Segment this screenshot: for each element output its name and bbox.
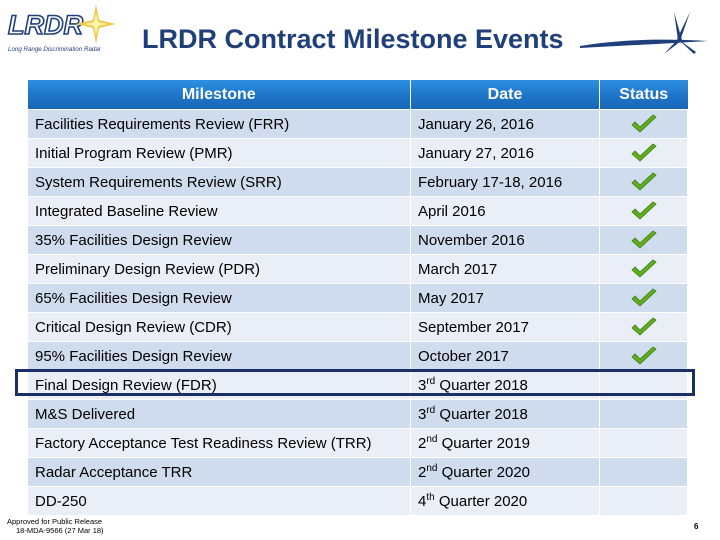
date-cell: October 2017 [410,341,600,371]
milestone-cell: Factory Acceptance Test Readiness Review… [27,428,411,458]
date-number: 4 [418,492,427,510]
table-row: System Requirements Review (SRR) Februar… [27,167,688,197]
date-ordinal: rd [426,404,436,416]
checkmark-icon [630,201,657,220]
table-row: 65% Facilities Design Review May 2017 [27,283,688,313]
column-header-milestone: Milestone [27,80,411,110]
table-row: Preliminary Design Review (PDR) March 20… [27,254,688,284]
lockheed-star-icon [580,12,708,54]
date-number: 2 [418,434,427,452]
milestone-cell: Radar Acceptance TRR [27,457,411,487]
milestone-cell: Integrated Baseline Review [27,196,411,226]
checkmark-icon [630,259,657,278]
table-row: Initial Program Review (PMR) January 27,… [27,138,688,168]
date-number: 2 [418,463,427,481]
table-row: 95% Facilities Design Review October 201… [27,341,688,371]
table-row: M&S Delivered 3rd Quarter 2018 [27,399,688,429]
table-row: Facilities Requirements Review (FRR) Jan… [27,109,688,139]
date-cell: April 2016 [410,196,600,226]
checkmark-icon [630,317,657,336]
status-cell [599,283,688,313]
status-cell [599,428,688,458]
milestone-cell: 35% Facilities Design Review [27,225,411,255]
date-number: 3 [418,405,427,423]
date-rest: Quarter 2020 [434,492,528,510]
status-cell [599,196,688,226]
table-row: Radar Acceptance TRR 2nd Quarter 2020 [27,457,688,487]
checkmark-icon [630,172,657,191]
milestone-cell: M&S Delivered [27,399,411,429]
release-line-2: 18-MDA-9566 (27 Mar 18) [16,526,104,535]
milestone-table: Milestone Date Status Facilities Require… [27,80,688,516]
status-cell [599,341,688,371]
date-cell: February 17-18, 2016 [410,167,600,197]
date-cell: March 2017 [410,254,600,284]
milestone-cell: Critical Design Review (CDR) [27,312,411,342]
date-cell: January 26, 2016 [410,109,600,139]
table-row: 35% Facilities Design Review November 20… [27,225,688,255]
column-header-date: Date [410,80,600,110]
status-cell [599,399,688,429]
date-cell: 3rd Quarter 2018 [410,399,600,429]
date-cell: January 27, 2016 [410,138,600,168]
column-header-status: Status [599,80,688,110]
status-cell [599,486,688,516]
date-rest: Quarter 2018 [435,405,528,423]
status-cell [599,167,688,197]
status-cell [599,312,688,342]
release-note: Approved for Public Release 18-MDA-9566 … [7,517,104,535]
milestone-cell: System Requirements Review (SRR) [27,167,411,197]
page-title: LRDR Contract Milestone Events [142,24,564,54]
date-ordinal: nd [426,462,438,474]
date-rest: Quarter 2020 [437,463,531,481]
date-cell: 2nd Quarter 2020 [410,457,600,487]
status-cell [599,109,688,139]
release-line-1: Approved for Public Release [7,517,103,526]
lrdr-logo: LRDR Long Range Discrimination Radar [6,4,118,56]
table-header-row: Milestone Date Status [27,80,688,110]
date-ordinal: nd [426,433,438,445]
date-rest: Quarter 2019 [437,434,531,452]
table-row: Critical Design Review (CDR) September 2… [27,312,688,342]
milestone-cell: Initial Program Review (PMR) [27,138,411,168]
page-number: 6 [694,522,699,531]
table-row: Factory Acceptance Test Readiness Review… [27,428,688,458]
date-ordinal: th [426,491,435,503]
logo-star-icon [76,4,116,44]
date-cell: November 2016 [410,225,600,255]
checkmark-icon [630,230,657,249]
checkmark-icon [630,114,657,133]
date-cell: 2nd Quarter 2019 [410,428,600,458]
checkmark-icon [630,346,657,365]
milestone-cell: 65% Facilities Design Review [27,283,411,313]
current-milestone-highlight [15,369,695,396]
date-cell: September 2017 [410,312,600,342]
date-ordinal: rd [426,375,436,387]
date-cell: May 2017 [410,283,600,313]
status-cell [599,254,688,284]
logo-text: LRDR [7,9,84,41]
checkmark-icon [630,288,657,307]
table-row: DD-250 4th Quarter 2020 [27,486,688,516]
status-cell [599,225,688,255]
checkmark-icon [630,143,657,162]
status-cell [599,138,688,168]
date-number: 3 [418,376,427,394]
milestone-cell: Facilities Requirements Review (FRR) [27,109,411,139]
table-row: Integrated Baseline Review April 2016 [27,196,688,226]
date-cell: 4th Quarter 2020 [410,486,600,516]
milestone-cell: 95% Facilities Design Review [27,341,411,371]
logo-subtitle: Long Range Discrimination Radar [8,46,101,53]
milestone-cell: Preliminary Design Review (PDR) [27,254,411,284]
milestone-cell: DD-250 [27,486,411,516]
date-rest: Quarter 2018 [435,376,528,394]
status-cell [599,457,688,487]
